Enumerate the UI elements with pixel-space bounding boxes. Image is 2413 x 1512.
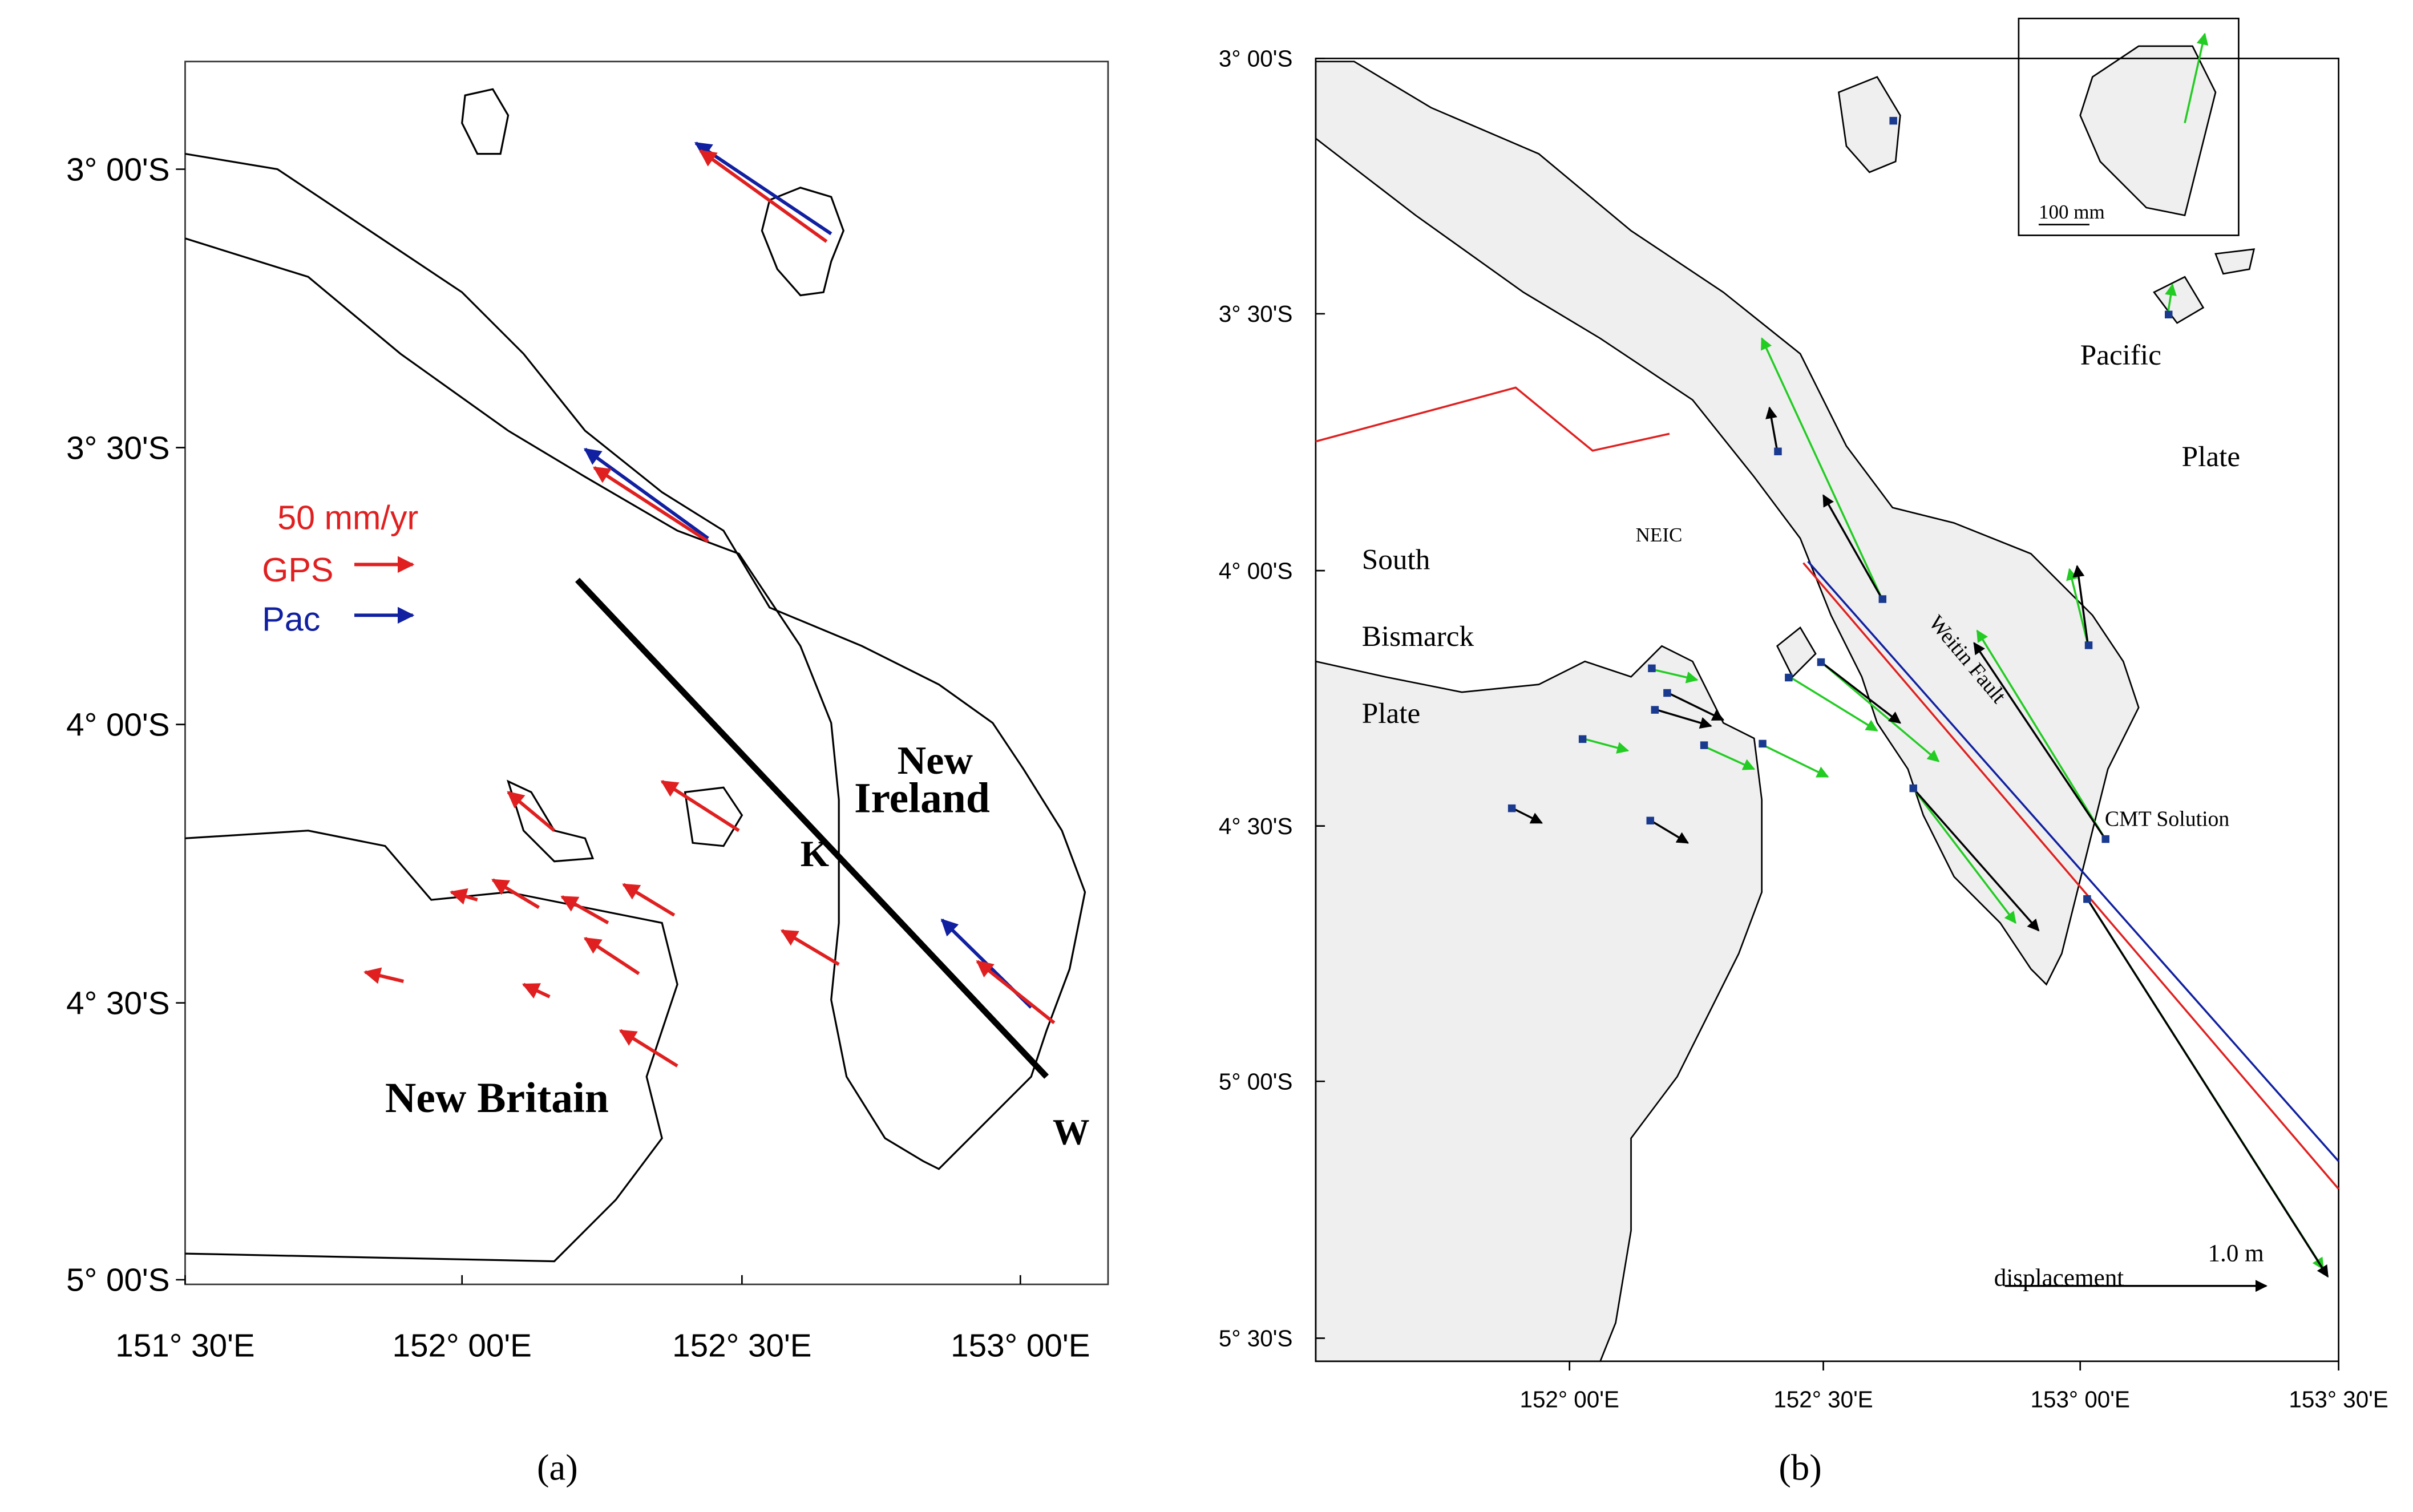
place-label: K <box>801 833 829 874</box>
caption: (b) <box>1779 1446 1821 1487</box>
inset-scale: 100 mm <box>2039 201 2105 223</box>
y-tick-label: 5° 30'S <box>1219 1325 1293 1352</box>
y-tick-label: 3° 00'S <box>66 151 169 187</box>
velocity-arrows <box>354 142 1056 1068</box>
place-label: W <box>1053 1111 1090 1153</box>
coastlines <box>184 88 1086 1263</box>
caption: (a) <box>537 1446 578 1487</box>
place-label: Ireland <box>854 774 990 822</box>
displacement-scale: 1.0 m <box>2208 1240 2264 1267</box>
y-tick-label: 5° 00'S <box>66 1262 169 1298</box>
x-tick-label: 152° 00'E <box>393 1328 532 1364</box>
place-label: NEIC <box>1636 524 1683 546</box>
frame <box>184 60 1109 1285</box>
stations <box>1507 116 2173 903</box>
legend-gps: GPS <box>262 551 333 589</box>
land <box>1315 45 2256 1363</box>
place-label: New <box>898 739 973 783</box>
y-tick-label: 3° 30'S <box>66 430 169 466</box>
displacement-label: displacement <box>1994 1265 2124 1292</box>
y-tick-label: 4° 30'S <box>66 985 169 1021</box>
x-tick-label: 152° 30'E <box>672 1328 811 1364</box>
place-label: Plate <box>2182 440 2240 473</box>
place-label: South <box>1362 543 1430 576</box>
x-tick-label: 153° 00'E <box>2030 1386 2129 1413</box>
x-tick-label: 152° 00'E <box>1519 1386 1619 1413</box>
inset-frame <box>2018 18 2240 236</box>
panel-b: South Bismarck Plate NEIC Pacific Plate … <box>1219 18 2388 1487</box>
y-tick-label: 3° 00'S <box>1219 46 1293 72</box>
place-label: CMT Solution <box>2105 807 2230 831</box>
plate-boundary <box>1315 386 1670 452</box>
frame <box>1315 58 2339 1363</box>
place-label: Bismarck <box>1362 620 1474 653</box>
x-tick-label: 153° 30'E <box>2289 1386 2388 1413</box>
place-label: Plate <box>1362 697 1420 730</box>
x-tick-label: 153° 00'E <box>951 1328 1090 1364</box>
y-tick-label: 3° 30'S <box>1219 301 1293 327</box>
x-tick-label: 151° 30'E <box>115 1328 254 1364</box>
x-tick-label: 152° 30'E <box>1773 1386 1873 1413</box>
legend-scale: 50 mm/yr <box>277 498 418 536</box>
y-tick-label: 4° 00'S <box>66 707 169 743</box>
place-label: New Britain <box>385 1074 609 1122</box>
y-tick-label: 4° 30'S <box>1219 813 1293 839</box>
place-label: Pacific <box>2080 339 2161 371</box>
displacement-vectors <box>1510 33 2339 1292</box>
y-tick-label: 5° 00'S <box>1219 1068 1293 1094</box>
y-tick-label: 4° 00'S <box>1219 557 1293 584</box>
panel-a: 50 mm/yr GPS Pac New Ireland K W New Bri… <box>66 60 1109 1487</box>
fault-line <box>575 577 1049 1079</box>
legend-pac: Pac <box>262 600 320 638</box>
